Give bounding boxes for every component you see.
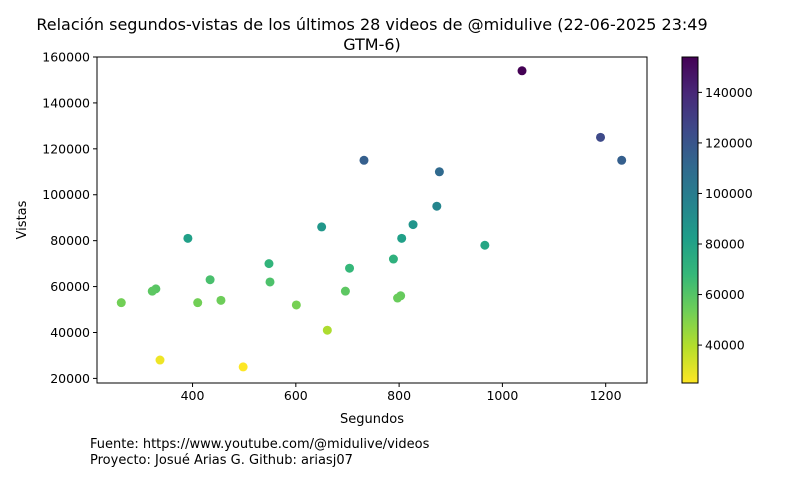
- colorbar-tick-label: 40000: [705, 338, 745, 353]
- data-point: [317, 222, 327, 232]
- data-point: [238, 362, 248, 372]
- x-tick-label: 600: [284, 388, 308, 403]
- data-point: [193, 298, 203, 308]
- colorbar-tick-label: 140000: [705, 85, 753, 100]
- data-point: [617, 155, 627, 165]
- data-point: [264, 259, 274, 269]
- x-tick-label: 800: [387, 388, 411, 403]
- y-tick-label: 20000: [50, 371, 90, 386]
- y-tick-label: 60000: [50, 279, 90, 294]
- colorbar-tick-label: 120000: [705, 135, 753, 150]
- data-point: [517, 66, 527, 76]
- data-point: [116, 298, 126, 308]
- data-point: [480, 240, 490, 250]
- x-axis-label: Segundos: [340, 412, 404, 427]
- data-point: [340, 286, 350, 296]
- data-point: [397, 233, 407, 243]
- footer-project: Proyecto: Josué Arias G. Github: ariasj0…: [90, 453, 353, 468]
- data-point: [155, 355, 165, 365]
- data-point: [432, 201, 442, 211]
- plot-frame: [96, 56, 648, 384]
- y-tick-label: 40000: [50, 325, 90, 340]
- chart-title-line2: GTM-6): [343, 35, 401, 54]
- y-tick-label: 120000: [42, 141, 90, 156]
- y-tick-label: 80000: [50, 233, 90, 248]
- y-tick-label: 100000: [42, 187, 90, 202]
- colorbar: [681, 56, 699, 384]
- data-point: [291, 300, 301, 310]
- colorbar-tick-label: 100000: [705, 186, 753, 201]
- plot-area: [116, 66, 627, 372]
- data-point: [205, 275, 215, 285]
- y-tick-label: 140000: [42, 95, 90, 110]
- data-point: [596, 132, 606, 142]
- data-point: [183, 233, 193, 243]
- footer-source: Fuente: https://www.youtube.com/@miduliv…: [90, 437, 430, 452]
- data-point: [265, 277, 275, 287]
- footer: Fuente: https://www.youtube.com/@miduliv…: [90, 437, 429, 469]
- data-point: [434, 167, 444, 177]
- x-axis: 400 600 800 1000 1200: [181, 383, 622, 403]
- data-point: [408, 220, 418, 230]
- data-point: [322, 325, 332, 335]
- colorbar-tick-label: 80000: [705, 237, 745, 252]
- y-axis: 20000 40000 60000 80000 100000 120000 140000 16…: [42, 50, 97, 386]
- colorbar-axis: 40000 60000 80000 100000 120000 140000: [698, 85, 753, 353]
- data-point: [216, 295, 226, 305]
- chart-title-line1: Relación segundos-vistas de los últimos …: [36, 15, 707, 34]
- data-point: [147, 286, 157, 296]
- x-tick-label: 1200: [590, 388, 622, 403]
- data-point: [345, 263, 355, 273]
- y-axis-label: Vistas: [15, 200, 30, 239]
- y-tick-label: 160000: [42, 50, 90, 65]
- x-tick-label: 1000: [486, 388, 518, 403]
- data-point: [388, 254, 398, 264]
- data-point: [359, 155, 369, 165]
- colorbar-tick-label: 60000: [705, 287, 745, 302]
- data-point: [393, 293, 403, 303]
- x-tick-label: 400: [181, 388, 205, 403]
